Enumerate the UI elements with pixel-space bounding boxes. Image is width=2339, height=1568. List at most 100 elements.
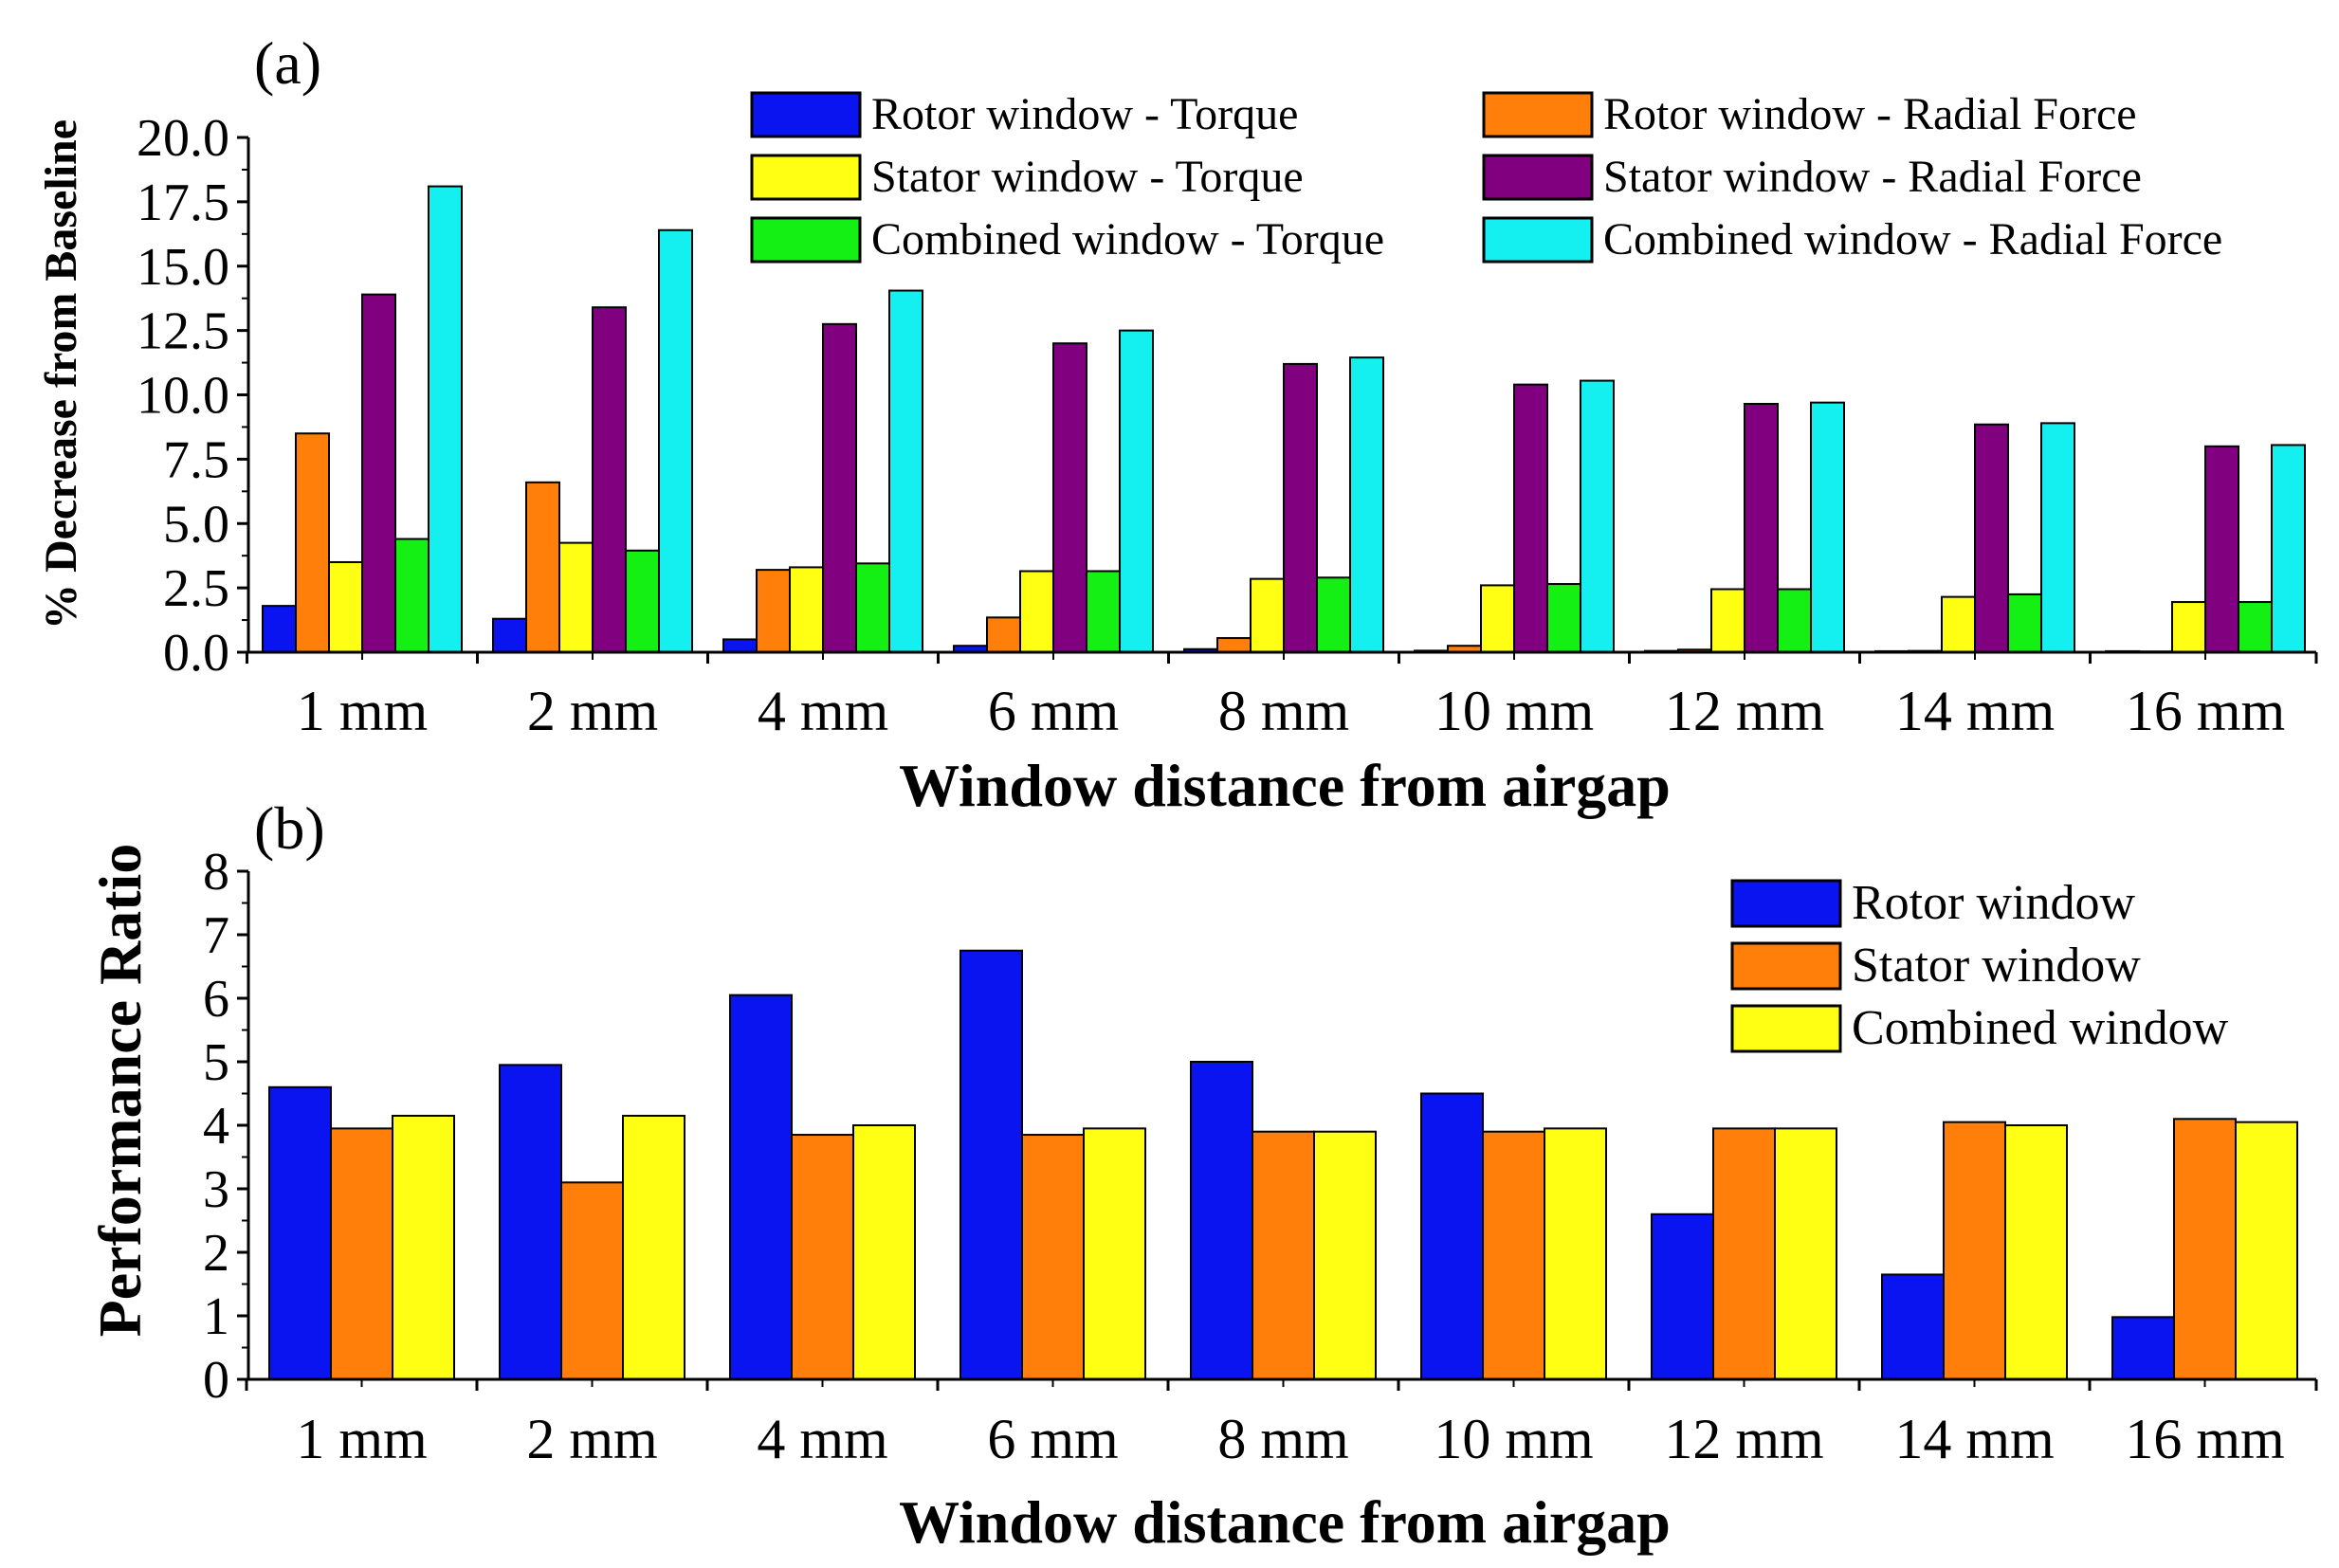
bar-a-s5-5 [1580,379,1615,653]
bar-b-s1-7 [1943,1121,2006,1381]
bar-a-s2-1 [558,541,594,653]
panel-b-y-title: Performance Ratio [86,844,154,1338]
bar-b-s0-1 [499,1064,562,1380]
legend-label-a-3: Stator window - Radial Force [1603,152,2142,202]
a-x-tick-label: 16 mm [2126,680,2285,742]
b-x-tick-label: 12 mm [1664,1408,1823,1470]
legend-label-a-2: Stator window - Torque [871,152,1304,202]
legend-label-b-0: Rotor window [1852,876,2135,930]
bar-a-s0-1 [492,617,527,654]
b-y-tick-label: 7 [203,906,229,965]
legend-swatch-b-2 [1730,1004,1842,1053]
a-y-tick-label: 12.5 [137,302,229,361]
bar-b-s2-4 [1313,1130,1377,1380]
legend-swatch-a-0 [750,91,862,138]
bar-b-s0-8 [2111,1316,2175,1380]
a-x-tick-label: 2 mm [527,680,658,742]
bar-b-s0-2 [729,994,793,1381]
legend-swatch-a-3 [1482,154,1594,201]
bar-a-s4-6 [1777,588,1812,653]
bar-b-s2-8 [2235,1121,2298,1381]
bar-b-s2-7 [2004,1124,2068,1380]
bar-a-s2-0 [328,560,363,653]
a-y-tick-label: 7.5 [163,430,229,489]
bar-a-s1-2 [756,569,791,653]
legend-swatch-a-1 [1482,91,1594,138]
bar-a-s1-4 [1216,637,1252,654]
a-x-tick-label: 10 mm [1434,680,1594,742]
bar-a-s4-0 [394,538,429,653]
b-x-tick-label: 16 mm [2125,1408,2284,1470]
a-x-tick-label: 12 mm [1665,680,1824,742]
bar-b-s1-4 [1252,1130,1315,1380]
bar-a-s2-4 [1250,577,1285,653]
bar-a-s3-0 [361,293,396,653]
b-y-tick-label: 0 [203,1351,229,1410]
panel-b-x-title: Window distance from airgap [899,1488,1671,1556]
a-y-tick-label: 20.0 [137,109,229,168]
bar-a-s3-5 [1513,383,1548,653]
bar-a-s5-0 [428,185,463,654]
bar-a-s3-8 [2204,445,2239,653]
bar-a-s4-5 [1546,583,1581,653]
a-x-tick-label: 8 mm [1218,680,1349,742]
legend-swatch-b-1 [1730,941,1842,991]
b-x-tick-label: 6 mm [987,1408,1118,1470]
bar-a-s2-2 [789,566,824,654]
bar-b-s0-5 [1420,1092,1484,1380]
panel-a-legend: Rotor window - Torque Rotor window - Radi… [750,89,2222,264]
bar-a-s5-1 [658,228,693,654]
a-y-tick-label: 10.0 [137,367,229,426]
panel-b-bars [268,949,2298,1381]
bar-a-s2-8 [2171,601,2206,653]
bar-b-s2-6 [1774,1127,1837,1380]
bar-a-s3-1 [592,306,627,653]
bar-a-s5-8 [2271,444,2306,653]
bar-b-s1-6 [1712,1127,1776,1380]
a-y-tick-label: 2.5 [163,559,229,618]
bar-a-s3-7 [1974,423,2009,653]
b-y-tick-label: 5 [203,1033,229,1092]
b-x-tick-label: 2 mm [526,1408,657,1470]
bar-a-s2-7 [1941,595,1976,654]
bar-a-s0-2 [722,638,758,653]
bar-b-s0-4 [1190,1061,1253,1380]
bar-b-s0-6 [1651,1212,1714,1381]
bar-a-s3-4 [1283,362,1318,653]
bar-a-s4-1 [625,549,660,654]
bar-a-s5-6 [1810,401,1845,653]
a-x-tick-label: 4 mm [758,680,888,742]
legend-label-a-4: Combined window - Torque [871,214,1384,264]
panel-a: (a) 0.0 2.55.0 7.510.0 12.515.0 17.520.0 1 mm… [36,29,2318,819]
bar-b-s2-5 [1544,1127,1607,1380]
bar-b-s2-3 [1083,1127,1146,1380]
bar-a-s4-4 [1316,576,1351,654]
bar-a-s5-4 [1349,356,1384,653]
bar-b-s1-3 [1021,1134,1085,1381]
bar-b-s0-7 [1881,1273,1945,1380]
b-x-tick-label: 14 mm [1894,1408,2054,1470]
panel-a-bars [262,185,2306,654]
legend-label-a-0: Rotor window - Torque [871,89,1298,139]
bar-b-s2-2 [852,1124,916,1380]
legend-swatch-a-2 [750,154,862,201]
a-x-tick-label: 1 mm [297,680,428,742]
bar-b-s1-1 [560,1181,624,1381]
bar-a-s2-5 [1480,584,1515,653]
bar-b-s1-0 [330,1127,393,1380]
panel-a-label: (a) [254,29,321,97]
a-y-tick-label: 15.0 [137,238,229,297]
legend-label-b-1: Stator window [1852,939,2141,993]
b-y-tick-label: 8 [203,843,229,902]
b-x-tick-label: 4 mm [757,1408,887,1470]
bar-b-s1-8 [2173,1118,2237,1381]
bar-a-s4-3 [1086,570,1121,653]
bar-b-s2-0 [392,1114,455,1380]
legend-swatch-a-5 [1482,216,1594,264]
b-x-tick-label: 10 mm [1434,1408,1593,1470]
a-y-tick-label: 0.0 [163,624,229,683]
bar-a-s5-2 [888,289,923,653]
bar-a-s3-2 [822,322,857,653]
